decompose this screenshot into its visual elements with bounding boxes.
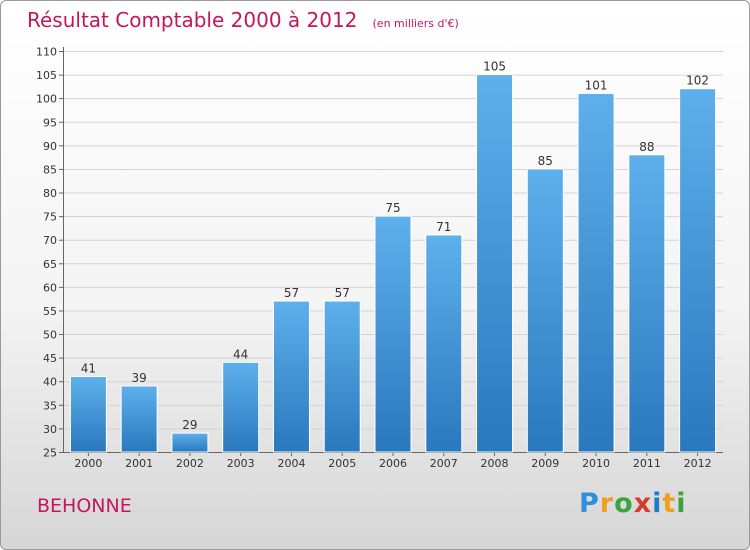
tick-label-y-95: 95 [43,116,57,129]
value-label-2006: 75 [385,201,400,215]
tick-label-x-2007: 2007 [430,457,458,470]
tick-label-y-55: 55 [43,305,57,318]
bar-2001 [120,385,158,453]
logo-letter-5: i [652,488,663,519]
tick-label-x-2004: 2004 [277,457,305,470]
tick-label-x-2012: 2012 [684,457,712,470]
bar-2004 [272,300,310,453]
tick-label-y-110: 110 [36,46,57,59]
bar-2007 [425,234,463,453]
value-label-2008: 105 [483,60,506,74]
tick-label-x-2010: 2010 [582,457,610,470]
bars [69,74,717,453]
bar-2002 [171,432,209,453]
logo-letter-1: P [579,488,600,519]
axes: 25 30 35 40 45 50 55 60 65 70 75 80 85 90 95 100 105 110 2… [36,46,723,470]
tick-label-y-25: 25 [43,447,57,460]
bar-2011 [628,154,666,453]
value-label-2004: 57 [284,286,299,300]
logo-letter-7: i [676,488,687,519]
bar-2012 [679,88,717,453]
chart-title-block: Résultat Comptable 2000 à 2012 (en milli… [27,8,459,32]
value-label-2002: 29 [182,418,197,432]
bar-2010 [577,92,615,453]
bar-2000 [69,376,107,453]
value-label-2010: 101 [585,78,608,92]
tick-label-y-70: 70 [43,234,57,247]
tick-label-y-90: 90 [43,140,57,153]
tick-label-y-75: 75 [43,211,57,224]
logo-letter-2: r [599,488,615,519]
tick-label-x-2003: 2003 [227,457,255,470]
tick-label-x-2000: 2000 [74,457,102,470]
logo-letter-4: x [633,488,653,519]
value-label-2012: 102 [686,74,709,88]
tick-label-y-30: 30 [43,423,57,436]
value-label-2007: 71 [436,220,451,234]
tick-label-y-100: 100 [36,93,57,106]
value-label-2011: 88 [639,140,654,154]
tick-label-y-45: 45 [43,352,57,365]
value-label-2005: 57 [335,286,350,300]
tick-label-y-80: 80 [43,187,57,200]
value-label-2000: 41 [81,362,96,376]
logo-letter-3: o [614,488,634,519]
bar-2006 [374,215,412,453]
value-label-2003: 44 [233,347,248,361]
bar-2008 [476,74,514,453]
bar-2003 [222,361,260,453]
tick-label-y-50: 50 [43,329,57,342]
chart-title: Résultat Comptable 2000 à 2012 [27,8,358,32]
value-label-2001: 39 [132,371,147,385]
tick-label-x-2002: 2002 [176,457,204,470]
proxiti-logo: Proxiti [579,488,687,519]
tick-label-x-2009: 2009 [531,457,559,470]
bar-2009 [526,168,564,453]
logo-letter-6: t [662,488,677,519]
tick-label-y-40: 40 [43,376,57,389]
tick-label-x-2006: 2006 [379,457,407,470]
tick-label-x-2008: 2008 [481,457,509,470]
value-label-2009: 85 [538,154,553,168]
tick-label-y-105: 105 [36,69,57,82]
tick-label-x-2011: 2011 [633,457,661,470]
tick-label-y-85: 85 [43,163,57,176]
tick-label-x-2005: 2005 [328,457,356,470]
tick-label-y-35: 35 [43,399,57,412]
tick-label-y-60: 60 [43,281,57,294]
bar-2005 [323,300,361,453]
commune-name: BEHONNE [37,495,132,517]
tick-label-y-65: 65 [43,258,57,271]
chart-subtitle: (en milliers d'€) [372,17,459,30]
tick-label-x-2001: 2001 [125,457,153,470]
value-labels: 41 39 29 44 57 57 75 71 105 85 101 88 102 [81,60,709,433]
